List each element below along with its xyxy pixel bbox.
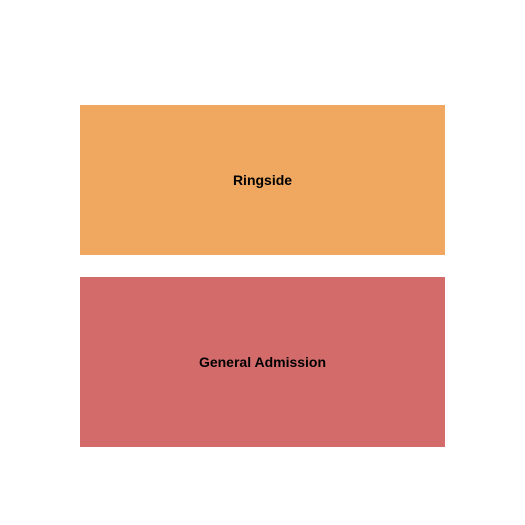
section-label: General Admission [199,354,326,370]
seating-chart-container: Ringside General Admission [80,105,445,447]
section-ringside[interactable]: Ringside [80,105,445,255]
section-label: Ringside [233,172,292,188]
section-general-admission[interactable]: General Admission [80,277,445,447]
